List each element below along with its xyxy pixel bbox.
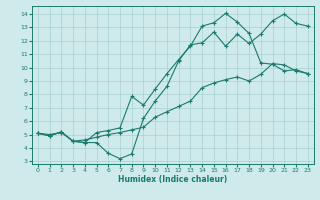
X-axis label: Humidex (Indice chaleur): Humidex (Indice chaleur) [118, 175, 228, 184]
